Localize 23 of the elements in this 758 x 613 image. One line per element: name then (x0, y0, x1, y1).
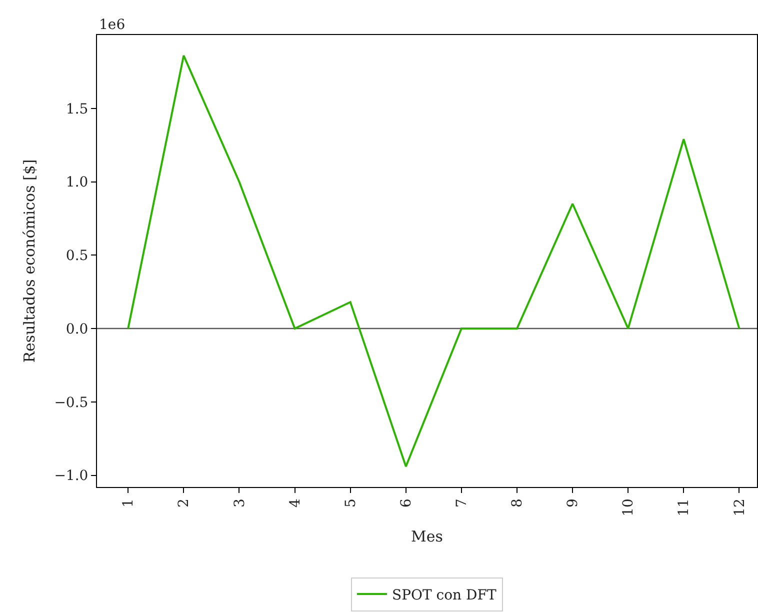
y-axis-title: Resultados económicos [$] (20, 159, 38, 363)
line-series (127, 54, 740, 468)
x-tick-label: 11 (676, 498, 692, 516)
x-axis-title: Mes (411, 527, 443, 546)
text: 1e6 (99, 17, 126, 33)
legend-label: SPOT con DFT (392, 587, 497, 604)
x-tick-label: 1 (120, 498, 137, 508)
x-tick-label: 5 (342, 498, 359, 508)
y-tick-label: 0.5 (66, 248, 88, 264)
x-tick-label: 6 (398, 498, 414, 508)
y-tick-label: −0.5 (54, 394, 88, 411)
y-tick-label: 0.0 (66, 321, 88, 338)
y-tick-label: −1.0 (54, 468, 88, 484)
x-tick-label: 2 (176, 498, 192, 508)
x-tick-label: 8 (510, 498, 526, 508)
y-tick-label: 1.0 (66, 174, 88, 191)
x-tick-label: 4 (287, 498, 304, 508)
x-tick-label: 7 (454, 498, 470, 508)
x-tick-label: 12 (732, 498, 748, 516)
x-tick-label: 9 (565, 498, 582, 508)
y-tick-label: 1.5 (66, 101, 88, 118)
x-tick-label: 3 (232, 498, 248, 508)
x-tick-label: 10 (620, 498, 637, 516)
